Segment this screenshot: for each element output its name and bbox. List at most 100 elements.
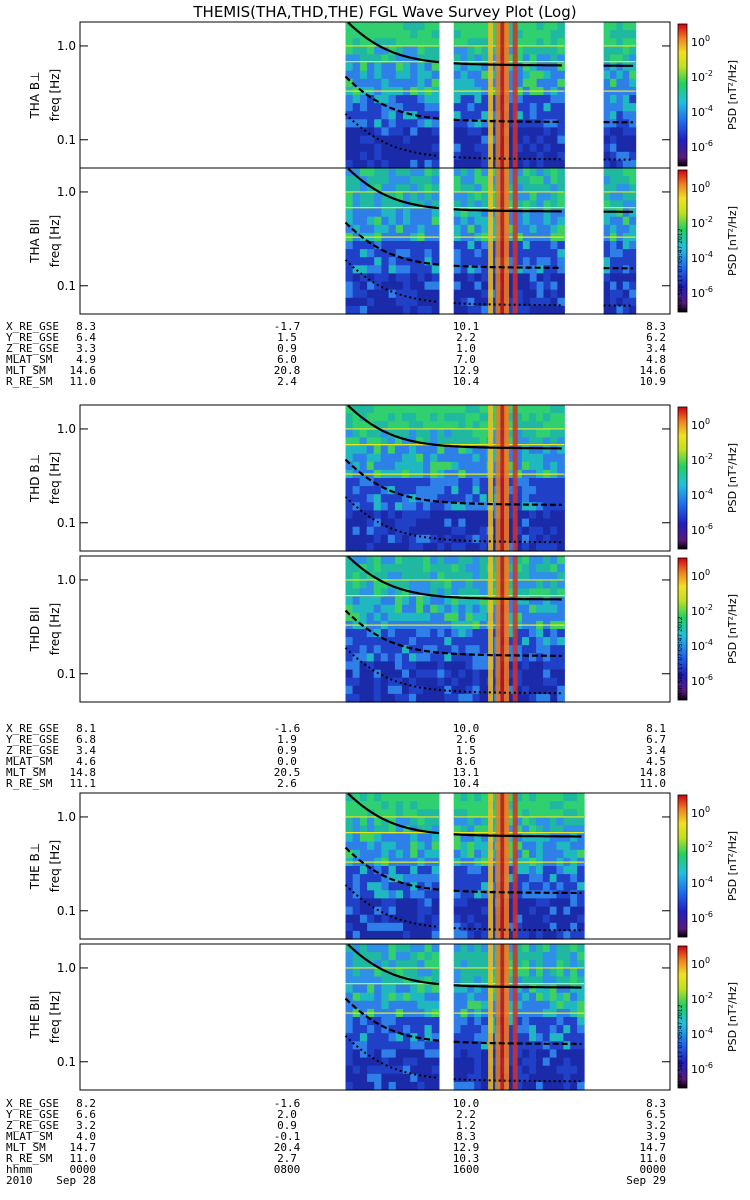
psd-cell <box>529 510 537 520</box>
psd-cell <box>481 1065 489 1075</box>
psd-cell <box>563 833 571 843</box>
psd-cell <box>359 669 368 679</box>
psd-cell <box>550 200 558 210</box>
psd-cell <box>577 984 585 994</box>
ephemeris-value: 4.0 <box>76 1130 96 1143</box>
psd-cell <box>522 898 530 908</box>
psd-cell <box>453 62 462 72</box>
psd-cell <box>437 661 445 671</box>
psd-cell <box>374 192 382 201</box>
psd-cell <box>431 111 440 120</box>
psd-cell <box>467 38 475 47</box>
psd-cell <box>536 992 544 1002</box>
psd-cell <box>424 1017 433 1026</box>
psd-cell <box>424 22 433 31</box>
psd-cell <box>557 168 565 177</box>
psd-cell <box>352 46 361 55</box>
psd-cell <box>417 22 426 31</box>
psd-cell <box>367 1041 375 1050</box>
psd-cell <box>403 281 411 291</box>
psd-cell <box>352 944 361 953</box>
psd-cell <box>380 510 389 520</box>
psd-cell <box>380 693 389 703</box>
psd-cell <box>366 669 375 679</box>
psd-cell <box>402 494 410 503</box>
psd-cell <box>453 793 462 802</box>
psd-cell <box>437 453 445 463</box>
psd-cell <box>622 62 630 72</box>
psd-cell <box>423 478 431 487</box>
psd-cell <box>367 960 375 969</box>
psd-cell <box>543 200 551 210</box>
psd-cell <box>417 874 426 883</box>
colorbar-tick-label: 10-2 <box>691 603 713 618</box>
psd-cell <box>460 866 468 875</box>
psd-cell <box>395 62 404 72</box>
psd-cell <box>465 661 474 671</box>
psd-cell <box>380 637 389 646</box>
psd-cell <box>359 526 368 536</box>
psd-cell <box>367 62 375 72</box>
psd-cell <box>431 1000 440 1010</box>
psd-cell <box>409 542 417 552</box>
psd-cell <box>522 793 530 802</box>
psd-cell <box>507 461 516 471</box>
psd-cell <box>410 135 418 145</box>
psd-cell <box>345 62 354 72</box>
psd-cell <box>417 103 426 112</box>
psd-cell <box>603 78 611 88</box>
psd-cell <box>381 103 390 112</box>
psd-cell <box>431 1041 440 1050</box>
psd-cell <box>460 809 468 818</box>
psd-cell <box>394 637 403 646</box>
psd-cell <box>515 906 523 916</box>
psd-cell <box>367 78 375 88</box>
psd-cell <box>424 111 433 120</box>
psd-cell <box>453 30 462 39</box>
psd-cell <box>402 685 410 695</box>
ephemeris-value: 14.7 <box>70 1141 97 1154</box>
psd-cell <box>467 119 475 128</box>
psd-cell <box>543 653 551 662</box>
psd-cell <box>481 866 489 875</box>
psd-cell <box>416 413 424 422</box>
psd-cell <box>522 54 531 64</box>
psd-cell <box>374 1081 382 1091</box>
psd-cell <box>395 184 404 193</box>
psd-cell <box>460 825 468 835</box>
psd-cell <box>366 494 375 503</box>
psd-cell <box>395 992 404 1002</box>
psd-cell <box>381 882 390 891</box>
ephemeris-value: 11.0 <box>70 1152 97 1165</box>
psd-cell <box>373 588 382 598</box>
psd-cell <box>451 502 460 511</box>
psd-cell <box>403 1073 411 1083</box>
psd-cell <box>345 890 354 899</box>
psd-cell <box>345 793 354 802</box>
psd-cell <box>465 437 474 447</box>
psd-cell <box>374 38 382 47</box>
psd-cell <box>474 1041 482 1050</box>
ephemeris-value: 8.3 <box>456 1130 476 1143</box>
psd-cell <box>542 793 551 802</box>
psd-cell <box>543 70 551 80</box>
ephemeris-value: 11.0 <box>70 375 97 388</box>
psd-cell <box>352 494 361 503</box>
psd-cell <box>345 572 354 581</box>
psd-cell <box>410 952 418 961</box>
psd-cell <box>417 62 426 72</box>
psd-cell <box>472 502 481 511</box>
psd-cell <box>543 289 551 299</box>
psd-cell <box>352 866 361 875</box>
psd-cell <box>359 135 368 145</box>
psd-cell <box>437 677 445 687</box>
psd-cell <box>345 413 354 422</box>
psd-cell <box>424 922 433 932</box>
psd-cell <box>430 661 438 671</box>
psd-cell <box>515 841 523 851</box>
psd-cell <box>359 604 368 614</box>
psd-cell <box>474 992 482 1002</box>
psd-cell <box>529 103 538 112</box>
psd-cell <box>536 413 544 422</box>
psd-cell <box>521 685 530 695</box>
